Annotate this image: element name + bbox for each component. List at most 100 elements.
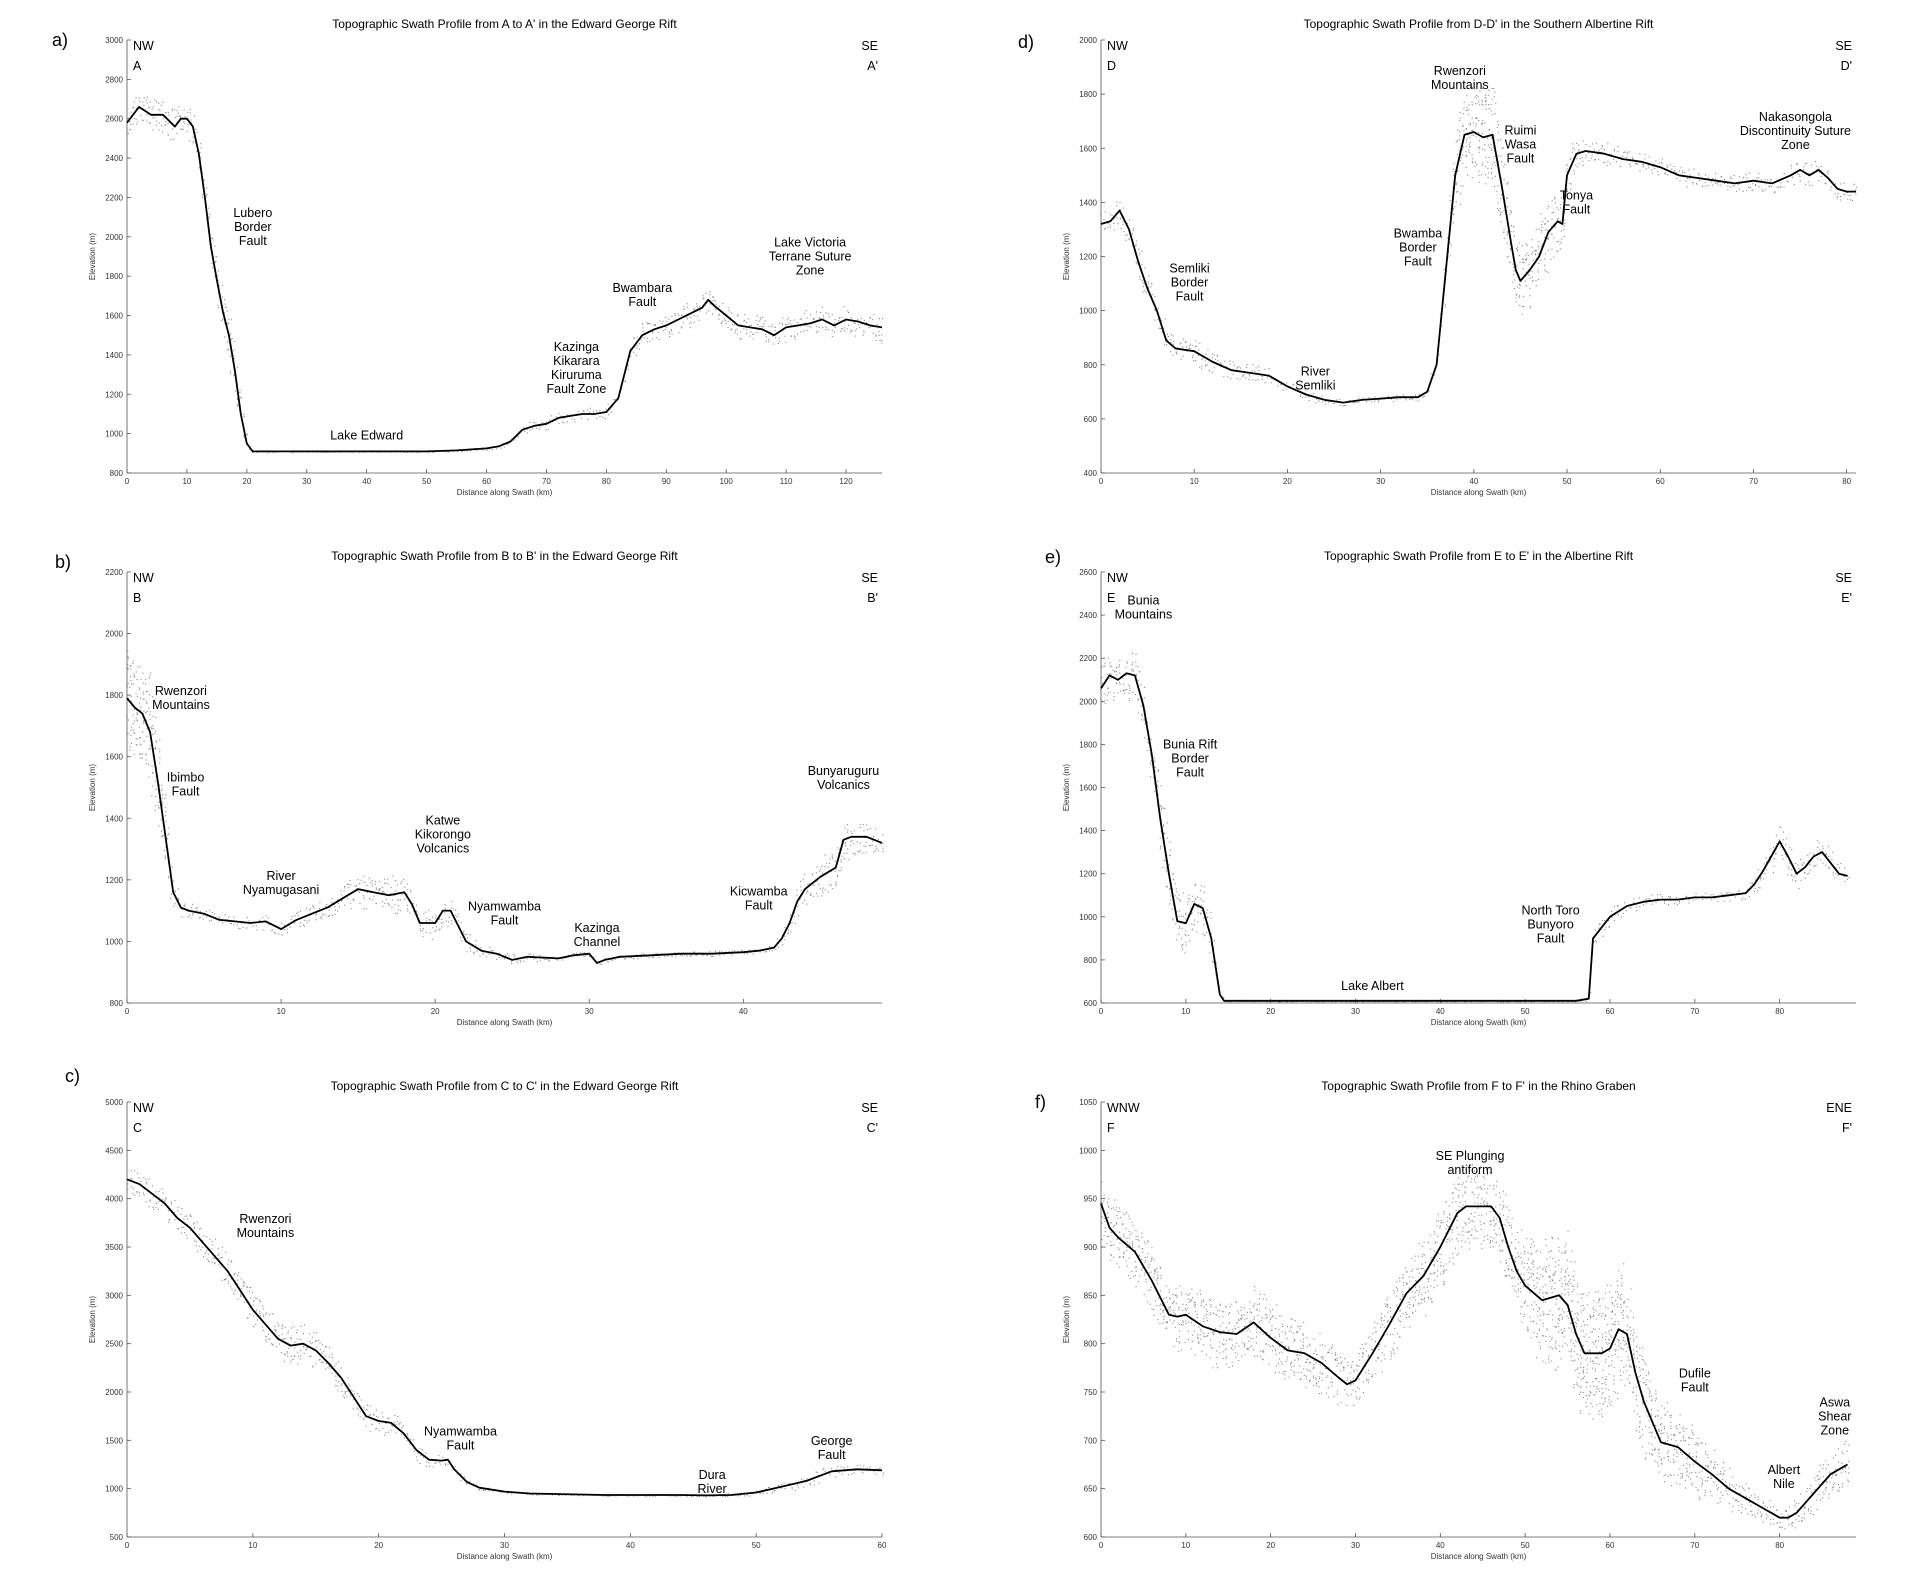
y-axis-label: Elevation (m) — [1062, 1296, 1071, 1343]
swath-point — [806, 890, 808, 892]
swath-point — [797, 905, 799, 907]
swath-point — [1180, 359, 1182, 361]
swath-point — [344, 904, 346, 906]
swath-point — [693, 309, 695, 311]
swath-point — [286, 928, 288, 930]
swath-point — [535, 422, 537, 424]
swath-point — [1142, 282, 1144, 284]
swath-point — [143, 97, 145, 99]
swath-point — [1729, 176, 1731, 178]
swath-point — [793, 916, 795, 918]
swath-point — [135, 693, 137, 695]
swath-point — [315, 1339, 317, 1341]
swath-point — [848, 859, 850, 861]
swath-point — [1491, 177, 1493, 179]
swath-point — [1843, 875, 1845, 877]
swath-point — [447, 1463, 449, 1465]
swath-point — [1518, 255, 1520, 257]
swath-point — [845, 845, 847, 847]
y-tick-label: 650 — [1084, 1485, 1098, 1494]
swath-point — [1797, 864, 1799, 866]
swath-point — [1116, 667, 1118, 669]
swath-point — [1153, 1259, 1155, 1261]
swath-point — [1478, 170, 1480, 172]
swath-point — [146, 728, 148, 730]
swath-point — [730, 312, 732, 314]
swath-point — [1658, 162, 1660, 164]
swath-point — [1160, 805, 1162, 807]
swath-point — [506, 444, 508, 446]
swath-point — [677, 1495, 679, 1497]
swath-point — [132, 662, 134, 664]
swath-point — [1113, 1244, 1115, 1246]
swath-point — [1563, 225, 1565, 227]
swath-point — [229, 355, 231, 357]
swath-point — [822, 889, 824, 891]
swath-point — [1119, 683, 1121, 685]
swath-point — [1531, 239, 1533, 241]
swath-point — [1321, 401, 1323, 403]
swath-point — [1110, 1253, 1112, 1255]
swath-point — [655, 325, 657, 327]
swath-point — [393, 895, 395, 897]
swath-point — [1471, 117, 1473, 119]
swath-point — [195, 128, 197, 130]
annotation-line: Fault — [1507, 152, 1535, 166]
swath-point — [143, 740, 145, 742]
swath-point — [221, 1279, 223, 1281]
swath-point — [1164, 832, 1166, 834]
swath-point — [1162, 1310, 1164, 1312]
swath-point — [1119, 1256, 1121, 1258]
swath-point — [778, 322, 780, 324]
swath-point — [1837, 874, 1839, 876]
swath-point — [158, 1201, 160, 1203]
swath-point — [1118, 664, 1120, 666]
swath-point — [1678, 902, 1680, 904]
swath-point — [491, 950, 493, 952]
swath-point — [139, 743, 141, 745]
swath-point — [755, 1490, 757, 1492]
swath-point — [193, 1227, 195, 1229]
swath-point — [789, 923, 791, 925]
y-tick-label: 1400 — [1079, 198, 1097, 207]
swath-point — [1519, 304, 1521, 306]
swath-point — [230, 1278, 232, 1280]
swath-point — [319, 1358, 321, 1360]
swath-point — [1146, 1256, 1148, 1258]
swath-point — [190, 122, 192, 124]
swath-point — [1454, 171, 1456, 173]
swath-point — [694, 951, 696, 953]
swath-point — [841, 328, 843, 330]
y-tick-label: 1000 — [105, 937, 123, 946]
swath-point — [758, 320, 760, 322]
swath-point — [816, 892, 818, 894]
swath-point — [416, 1456, 418, 1458]
swath-point — [640, 339, 642, 341]
swath-point — [866, 1467, 868, 1469]
swath-point — [787, 932, 789, 934]
swath-point — [1503, 231, 1505, 233]
swath-point — [461, 450, 463, 452]
annotation-line: Bunia — [1127, 593, 1159, 607]
swath-point — [1572, 147, 1574, 149]
swath-point — [272, 451, 274, 453]
swath-point — [1768, 185, 1770, 187]
swath-point — [1784, 853, 1786, 855]
swath-point — [375, 1409, 377, 1411]
swath-point — [290, 1327, 292, 1329]
swath-point — [346, 1390, 348, 1392]
swath-point — [1199, 342, 1201, 344]
swath-point — [287, 1330, 289, 1332]
swath-point — [1430, 373, 1432, 375]
swath-point — [183, 121, 185, 123]
y-axis-label: Elevation (m) — [88, 233, 97, 280]
swath-point — [1101, 1216, 1103, 1218]
swath-point — [127, 656, 129, 658]
swath-point — [220, 1257, 222, 1259]
swath-point — [1103, 219, 1105, 221]
swath-point — [1466, 145, 1468, 147]
swath-point — [192, 136, 194, 138]
swath-point — [835, 1476, 837, 1478]
swath-point — [1191, 1348, 1193, 1350]
swath-point — [145, 759, 147, 761]
